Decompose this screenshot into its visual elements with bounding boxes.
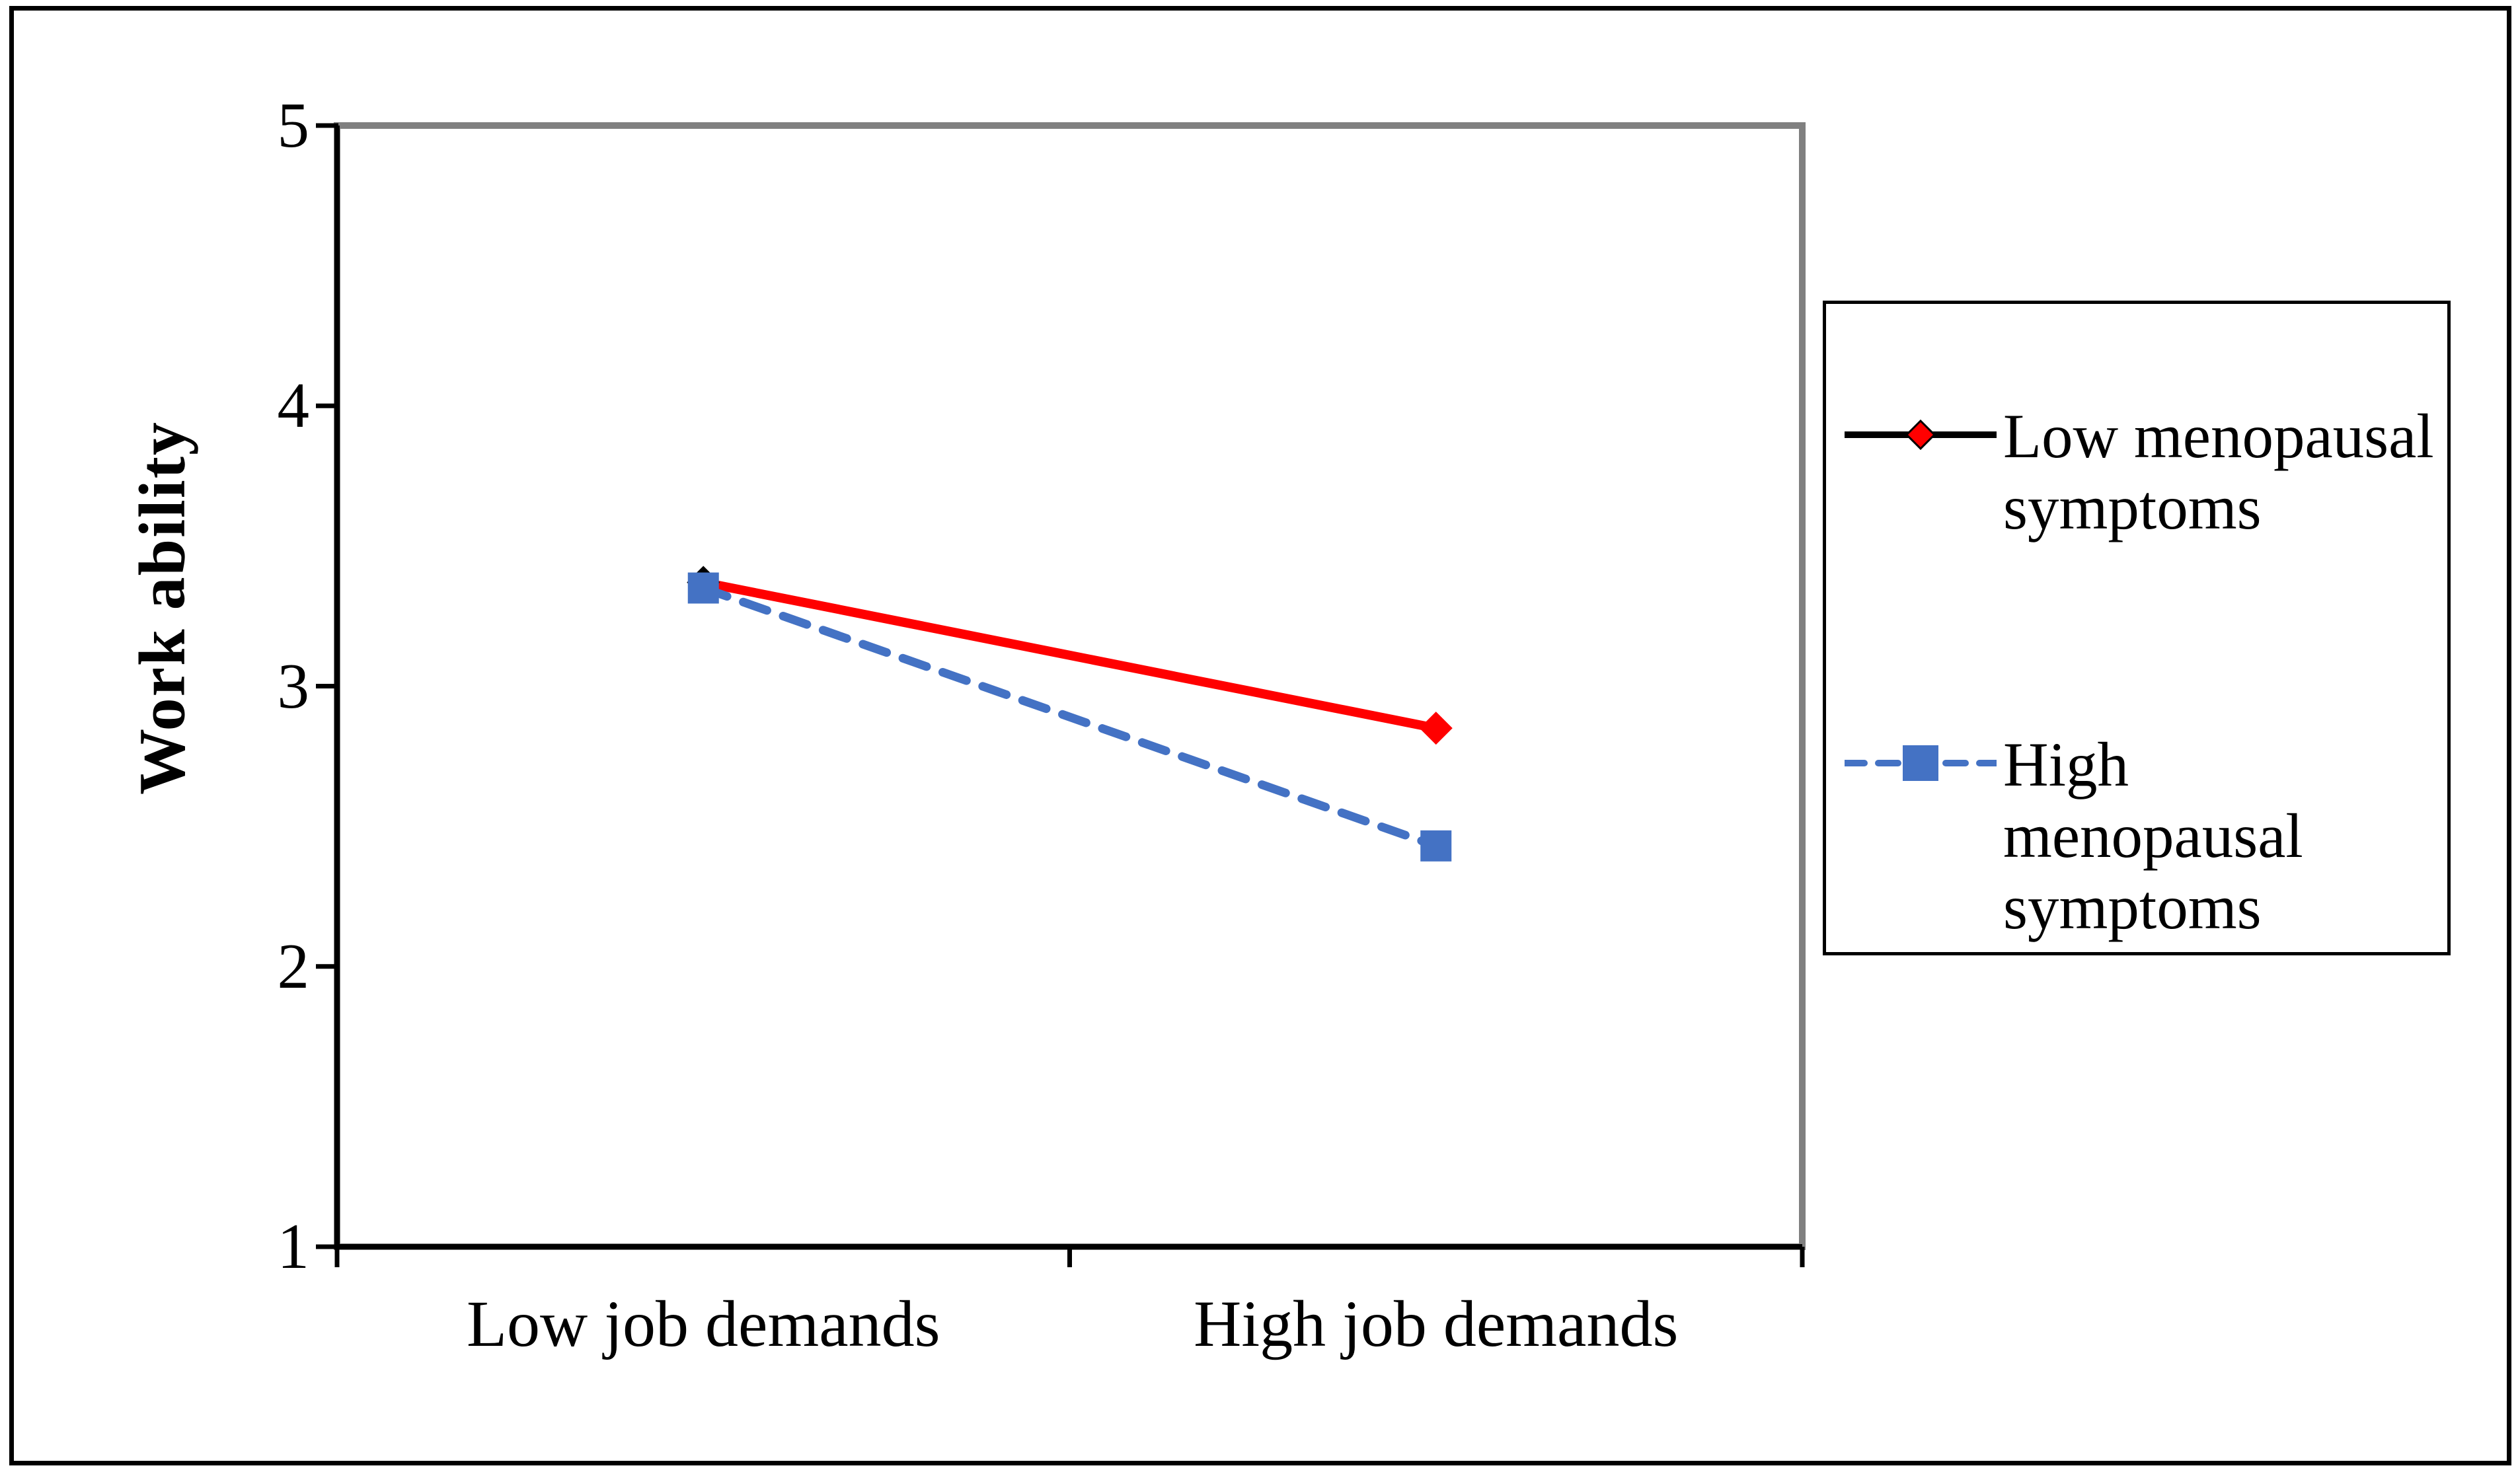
series-line-0 bbox=[702, 577, 1437, 733]
series-line-1 bbox=[699, 583, 1441, 850]
legend-sample-low-menopausal bbox=[1845, 419, 1997, 451]
legend-label-high-menopausal: High menopausal symptoms bbox=[2003, 729, 2303, 942]
y-axis-title: Work ability bbox=[125, 421, 199, 795]
y-tick-label-3: 3 bbox=[277, 650, 310, 721]
legend-sample-high-menopausal bbox=[1845, 745, 1997, 781]
legend-label-low-menopausal: Low menopausal symptoms bbox=[2003, 401, 2434, 542]
x-category-label-0: Low job demands bbox=[466, 1287, 940, 1360]
marker-square-1-0 bbox=[687, 572, 719, 604]
marker-diamond-0-1 bbox=[1419, 712, 1453, 745]
legend-marker-diamond bbox=[1905, 419, 1936, 451]
plot-border bbox=[334, 122, 1806, 1250]
y-tick-label-1: 1 bbox=[277, 1211, 310, 1282]
y-tick-label-5: 5 bbox=[277, 90, 310, 161]
legend-marker-square bbox=[1903, 745, 1938, 781]
legend-box: Low menopausal symptoms High menopausal … bbox=[1823, 301, 2451, 955]
x-category-label-1: High job demands bbox=[1194, 1287, 1679, 1360]
y-tick-label-4: 4 bbox=[277, 370, 310, 441]
figure-border bbox=[9, 6, 2511, 1465]
marker-square-1-1 bbox=[1420, 830, 1452, 862]
y-tick-label-2: 2 bbox=[277, 930, 310, 1002]
